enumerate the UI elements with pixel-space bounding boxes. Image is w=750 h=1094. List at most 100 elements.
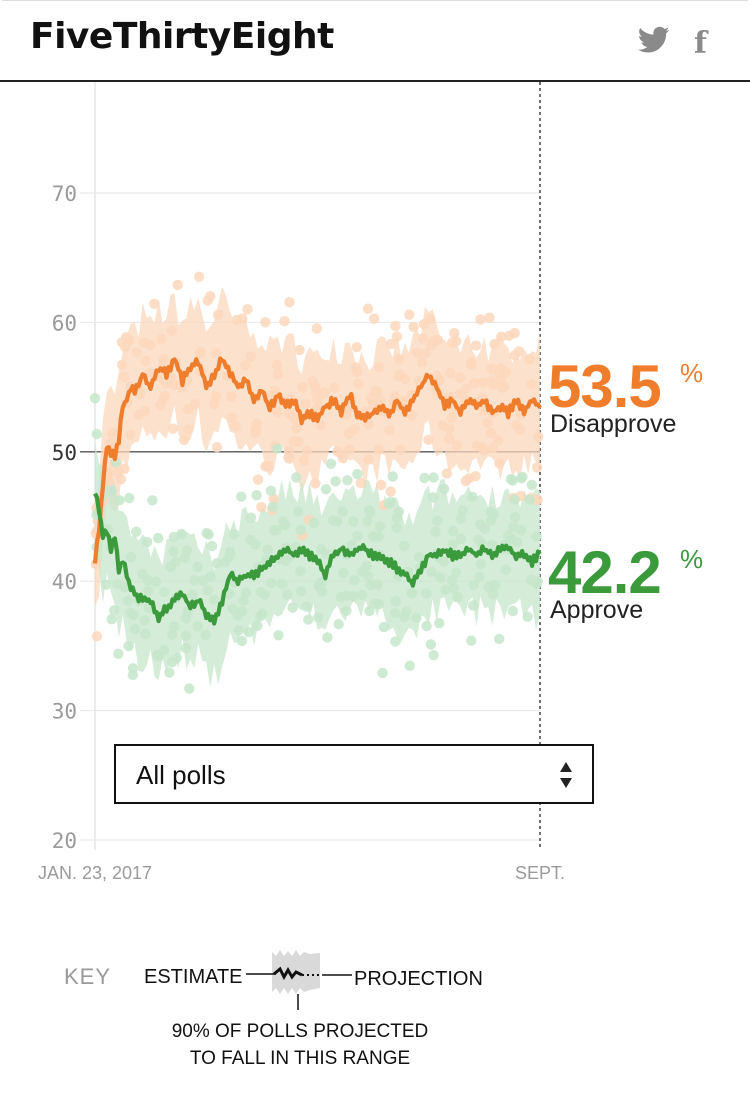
- approve-poll-dot: [184, 683, 195, 694]
- disapprove-poll-dot: [423, 434, 434, 445]
- key-graphic: [246, 950, 352, 1010]
- approve-poll-dot: [325, 458, 337, 469]
- approve-poll-dot: [507, 605, 518, 617]
- approve-poll-dot: [180, 613, 192, 624]
- approve-poll-dot: [280, 555, 291, 566]
- approve-poll-dot: [446, 574, 458, 586]
- approve-poll-dot: [365, 580, 376, 591]
- approve-poll-dot: [287, 602, 298, 613]
- approve-poll-dot: [206, 540, 218, 552]
- disapprove-poll-dot: [455, 372, 466, 383]
- approve-poll-dot: [240, 587, 252, 598]
- header: FiveThirtyEight f: [0, 0, 750, 82]
- approve-poll-dot: [202, 585, 213, 596]
- approve-poll-dot: [337, 506, 348, 517]
- approve-poll-dot: [205, 571, 217, 582]
- approve-poll-dot: [352, 468, 363, 480]
- approve-poll-dot: [342, 475, 353, 486]
- disapprove-poll-dot: [120, 341, 131, 353]
- disapprove-poll-dot: [250, 427, 261, 439]
- approve-poll-dot: [238, 595, 249, 606]
- approve-poll-dot: [125, 607, 136, 618]
- approve-poll-dot: [272, 443, 283, 454]
- disapprove-poll-dot: [293, 436, 304, 447]
- approve-poll-dot: [129, 623, 141, 635]
- approve-poll-dot: [448, 526, 459, 537]
- approve-poll-dot: [434, 618, 445, 629]
- disapprove-poll-dot: [533, 431, 544, 443]
- disapprove-poll-dot: [311, 323, 322, 334]
- poll-dots: [89, 271, 544, 694]
- disapprove-poll-dot: [271, 359, 282, 371]
- approve-poll-dot: [517, 471, 528, 483]
- disapprove-poll-dot: [245, 351, 257, 362]
- approve-poll-dot: [432, 515, 443, 526]
- approve-poll-dot: [295, 524, 306, 536]
- approve-poll-dot: [383, 498, 395, 509]
- disapprove-poll-dot: [494, 368, 505, 379]
- approve-poll-dot: [271, 525, 282, 536]
- disapprove-poll-dot: [441, 468, 453, 479]
- approve-poll-dot: [245, 512, 257, 523]
- disapprove-poll-dot: [231, 314, 242, 326]
- disapprove-poll-dot: [194, 347, 206, 359]
- approve-poll-dot: [243, 627, 254, 638]
- disapprove-poll-dot: [272, 368, 284, 380]
- disapprove-poll-dot: [486, 363, 497, 374]
- disapprove-poll-dot: [385, 338, 397, 350]
- disapprove-poll-dot: [482, 417, 493, 428]
- disapprove-poll-dot: [355, 477, 367, 489]
- disapprove-poll-dot: [149, 298, 160, 309]
- approve-poll-dot: [404, 660, 415, 671]
- disapprove-poll-dot: [284, 297, 295, 308]
- axis-labels: 20 30 40 50 60 70 JAN. 23, 2017 SEPT.: [38, 182, 565, 883]
- approve-poll-dot: [401, 606, 412, 617]
- approve-poll-dot: [338, 568, 349, 579]
- approve-poll-dot: [211, 558, 223, 569]
- approve-poll-dot: [452, 591, 463, 603]
- poll-filter-select[interactable]: All polls: [114, 744, 594, 804]
- approve-line: [93, 492, 542, 626]
- approve-poll-dot: [106, 485, 118, 496]
- disapprove-poll-dot: [189, 398, 201, 410]
- approve-poll-dot: [203, 529, 214, 540]
- approve-poll-dot: [137, 568, 148, 580]
- disapprove-poll-dot: [412, 347, 423, 358]
- key-estimate-label: ESTIMATE: [144, 966, 243, 988]
- disapprove-poll-dot: [194, 271, 205, 282]
- disapprove-poll-dot: [319, 387, 330, 398]
- disapprove-poll-dot: [118, 371, 130, 382]
- approve-poll-dot: [466, 635, 477, 646]
- approve-poll-dot: [391, 522, 402, 533]
- disapprove-poll-dot: [460, 475, 471, 487]
- approve-poll-dot: [438, 483, 450, 495]
- brand-logo[interactable]: FiveThirtyEight: [30, 16, 334, 57]
- facebook-icon[interactable]: f: [694, 26, 707, 61]
- disapprove-poll-dot: [350, 362, 362, 373]
- disapprove-poll-dot: [91, 631, 103, 642]
- approve-poll-dot: [282, 589, 293, 600]
- disapprove-poll-dot: [475, 314, 486, 325]
- disapprove-poll-dot: [256, 501, 267, 513]
- approve-poll-dot: [330, 476, 341, 487]
- disapprove-poll-dot: [269, 385, 280, 397]
- approve-poll-dot: [479, 523, 490, 534]
- approve-poll-dot: [399, 540, 410, 551]
- x-tick-label-1: SEPT.: [515, 863, 565, 883]
- approve-poll-dot: [158, 587, 170, 598]
- approve-poll-dot: [352, 530, 363, 542]
- disapprove-poll-dot: [300, 398, 311, 410]
- disapprove-poll-dot: [260, 461, 271, 472]
- disapprove-poll-dot: [309, 381, 321, 392]
- approve-poll-dot: [236, 635, 248, 647]
- twitter-icon[interactable]: [638, 26, 670, 54]
- approve-poll-dot: [252, 620, 263, 631]
- disapprove-poll-dot: [496, 331, 507, 342]
- approve-poll-dot: [267, 501, 278, 513]
- disapprove-poll-dot: [385, 486, 396, 497]
- disapprove-poll-dot: [240, 359, 251, 371]
- approve-poll-dot: [250, 539, 261, 550]
- disapprove-name-label: Disapprove: [550, 410, 677, 438]
- disapprove-poll-dot: [211, 347, 222, 359]
- approve-poll-dot: [448, 583, 459, 594]
